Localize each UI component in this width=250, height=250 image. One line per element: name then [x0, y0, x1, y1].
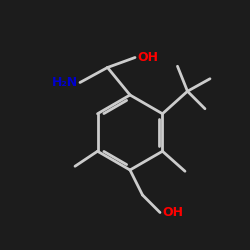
Text: OH: OH	[138, 51, 158, 64]
Text: OH: OH	[162, 206, 184, 219]
Text: H₂N: H₂N	[52, 76, 78, 89]
